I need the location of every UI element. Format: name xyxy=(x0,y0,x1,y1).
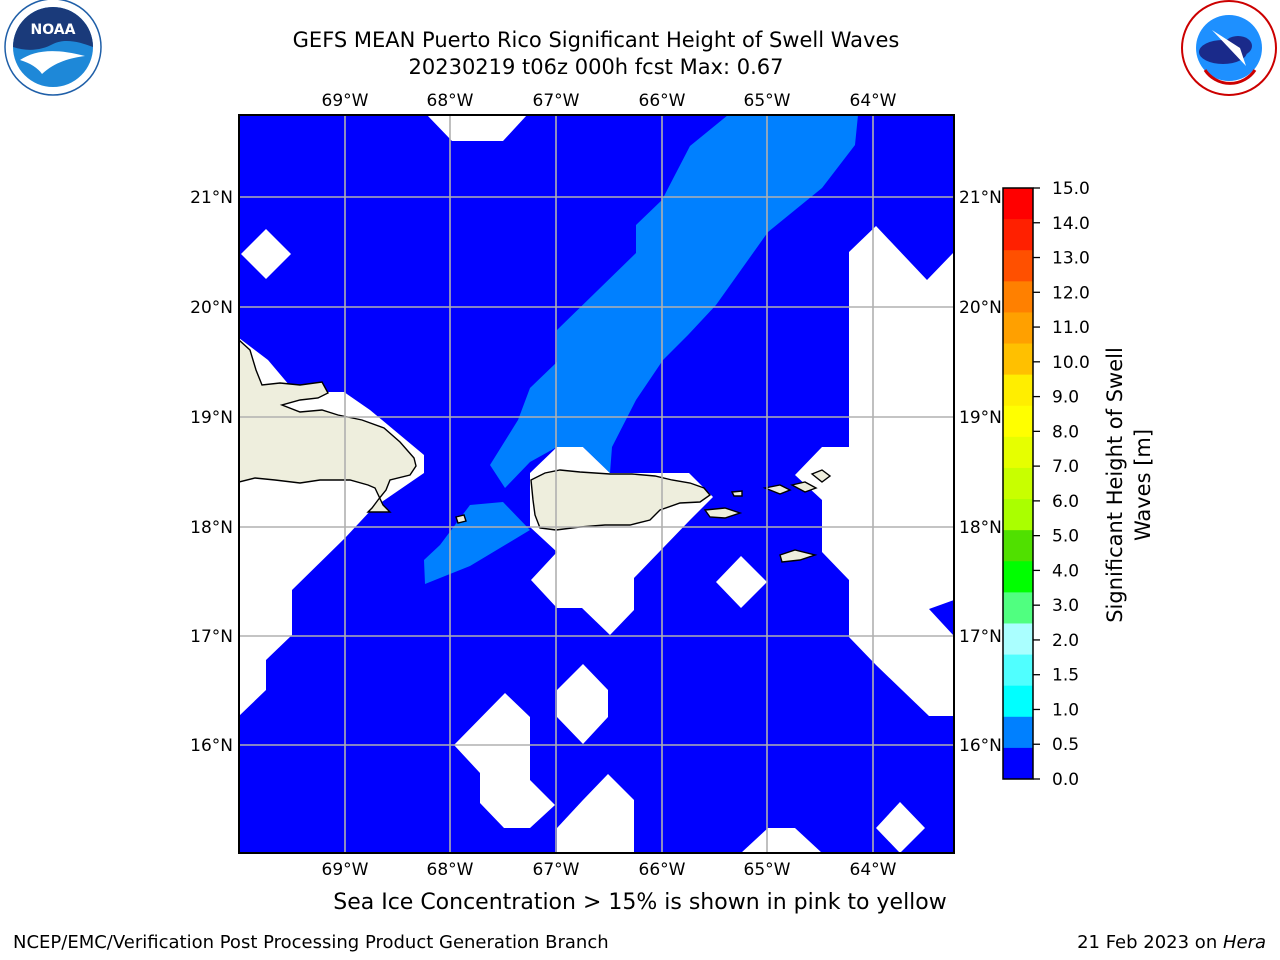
colorbar-swatch xyxy=(1003,374,1033,407)
nws-logo xyxy=(1181,0,1277,96)
footer-date: 21 Feb 2023 on Hera xyxy=(1077,932,1266,953)
colorbar-frame xyxy=(1002,187,1034,780)
colorbar-swatch xyxy=(1003,716,1033,749)
colorbar-swatch xyxy=(1003,685,1033,718)
colorbar: 15.0 14.0 13.0 12.0 11.0 10.0 9.0 8.0 7.0 6.0 5.0 4… xyxy=(1002,179,1155,790)
lon-label-top-67w: 67°W xyxy=(533,91,580,111)
lat-label-right-16n: 16°N xyxy=(959,736,1002,756)
lat-label-left-16n: 16°N xyxy=(190,736,233,756)
lat-label-right-17n: 17°N xyxy=(959,627,1002,647)
lon-label-top-68w: 68°W xyxy=(427,91,474,111)
st-thomas-island xyxy=(762,484,792,495)
swell-band-north xyxy=(490,115,858,488)
colorbar-title-line1: Significant Height of Swell xyxy=(1103,347,1127,623)
lat-label-right-18n: 18°N xyxy=(959,518,1002,538)
colorbar-tick-label: 4.0 xyxy=(1052,561,1079,581)
colorbar-tick-label: 1.5 xyxy=(1052,666,1079,686)
colorbar-swatch xyxy=(1003,530,1033,562)
map-frame xyxy=(238,114,955,854)
noaa-logo: NOAA xyxy=(4,0,102,96)
lon-label-bottom-64w: 64°W xyxy=(850,860,897,880)
lat-label-right-20n: 20°N xyxy=(959,298,1002,318)
colorbar-tick-label: 10.0 xyxy=(1052,353,1090,373)
colorbar-swatch xyxy=(1003,219,1033,251)
colorbar-swatch xyxy=(1003,467,1033,500)
colorbar-swatch xyxy=(1003,654,1033,687)
colorbar-swatch xyxy=(1003,188,1033,220)
lon-label-top-69w: 69°W xyxy=(322,91,369,111)
map-title-line1: GEFS MEAN Puerto Rico Significant Height… xyxy=(292,28,900,52)
mona-island xyxy=(455,514,467,524)
lon-label-top-64w: 64°W xyxy=(850,91,897,111)
colorbar-tick-label: 11.0 xyxy=(1052,318,1090,338)
colorbar-tick-label: 7.0 xyxy=(1052,457,1079,477)
colorbar-ticks: 15.0 14.0 13.0 12.0 11.0 10.0 9.0 8.0 7.0 6.0 5.0 4… xyxy=(1033,179,1090,790)
colorbar-swatch xyxy=(1003,592,1033,624)
lon-label-bottom-68w: 68°W xyxy=(427,860,474,880)
puerto-rico-island xyxy=(530,469,712,531)
tortola-island xyxy=(810,469,832,483)
colorbar-tick-label: 13.0 xyxy=(1052,249,1090,269)
colorbar-tick-label: 2.0 xyxy=(1052,631,1079,651)
footer-credit: NCEP/EMC/Verification Post Processing Pr… xyxy=(13,932,609,953)
colorbar-swatch xyxy=(1003,312,1033,345)
colorbar-swatch xyxy=(1003,747,1033,780)
footer-date-text: 21 Feb 2023 on xyxy=(1077,932,1223,953)
footer-host: Hera xyxy=(1222,932,1266,953)
st-john-island xyxy=(790,481,818,493)
lon-label-top-65w: 65°W xyxy=(744,91,791,111)
lon-label-bottom-66w: 66°W xyxy=(639,860,686,880)
colorbar-tick-label: 12.0 xyxy=(1052,283,1090,303)
noaa-logo-text: NOAA xyxy=(31,22,76,38)
lat-label-left-20n: 20°N xyxy=(190,298,233,318)
colorbar-swatch xyxy=(1003,436,1033,469)
lon-label-bottom-69w: 69°W xyxy=(322,860,369,880)
colorbar-tick-label: 9.0 xyxy=(1052,388,1079,408)
graticule xyxy=(239,115,954,853)
colorbar-tick-label: 6.0 xyxy=(1052,492,1079,512)
lon-label-top-66w: 66°W xyxy=(639,91,686,111)
colorbar-swatch xyxy=(1003,250,1033,282)
st-croix-island xyxy=(779,549,818,563)
colorbar-title-line2: Waves [m] xyxy=(1131,429,1155,541)
lat-label-left-19n: 19°N xyxy=(190,408,233,428)
colorbar-tick-label: 0.5 xyxy=(1052,735,1079,755)
colorbar-swatch xyxy=(1003,561,1033,593)
map-title-line2: 20230219 t06z 000h fcst Max: 0.67 xyxy=(408,55,784,79)
lat-label-right-21n: 21°N xyxy=(959,188,1002,208)
lat-label-left-17n: 17°N xyxy=(190,627,233,647)
colorbar-swatch xyxy=(1003,499,1033,531)
colorbar-tick-label: 0.0 xyxy=(1052,770,1079,790)
colorbar-swatches xyxy=(1003,188,1033,780)
lat-label-left-18n: 18°N xyxy=(190,518,233,538)
map-panel: 69°W 68°W 67°W 66°W 65°W 64°W 69°W 68°W … xyxy=(190,91,1002,880)
culebra-island xyxy=(730,490,743,497)
lat-label-left-21n: 21°N xyxy=(190,188,233,208)
sea-ice-note: Sea Ice Concentration > 15% is shown in … xyxy=(333,890,947,915)
vieques-island xyxy=(703,507,743,519)
colorbar-swatch xyxy=(1003,623,1033,656)
lon-label-bottom-67w: 67°W xyxy=(533,860,580,880)
colorbar-swatch xyxy=(1003,343,1033,376)
land-masses xyxy=(239,339,832,563)
colorbar-tick-label: 5.0 xyxy=(1052,527,1079,547)
colorbar-tick-label: 8.0 xyxy=(1052,422,1079,442)
colorbar-tick-label: 1.0 xyxy=(1052,700,1079,720)
colorbar-swatch xyxy=(1003,281,1033,313)
colorbar-tick-label: 3.0 xyxy=(1052,596,1079,616)
colorbar-tick-label: 14.0 xyxy=(1052,214,1090,234)
lat-label-right-19n: 19°N xyxy=(959,408,1002,428)
colorbar-tick-label: 15.0 xyxy=(1052,179,1090,199)
lon-label-bottom-65w: 65°W xyxy=(744,860,791,880)
colorbar-swatch xyxy=(1003,405,1033,438)
